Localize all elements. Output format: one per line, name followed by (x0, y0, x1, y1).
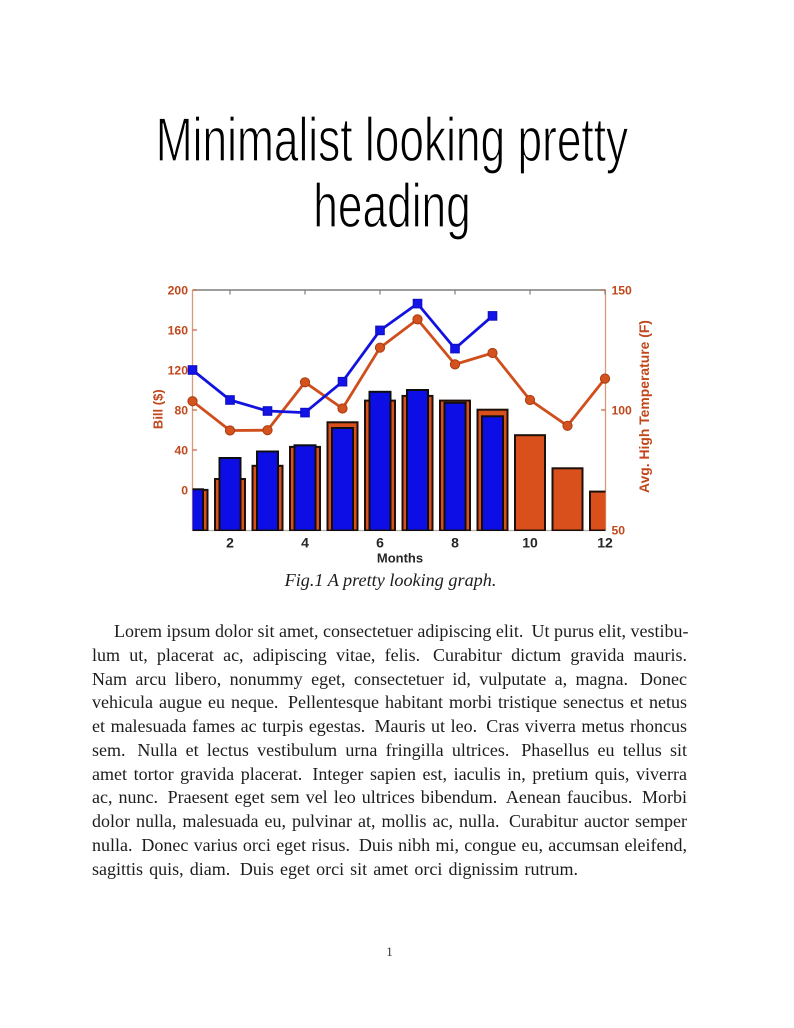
svg-text:0: 0 (181, 483, 188, 497)
svg-text:50: 50 (612, 523, 626, 537)
svg-text:Bill ($): Bill ($) (151, 389, 166, 429)
svg-text:2: 2 (226, 535, 234, 551)
svg-text:4: 4 (301, 535, 309, 551)
svg-text:Months: Months (377, 551, 423, 566)
svg-text:6: 6 (376, 535, 384, 551)
svg-text:Avg. High Temperature (F): Avg. High Temperature (F) (636, 320, 652, 493)
svg-text:100: 100 (612, 403, 633, 417)
svg-text:8: 8 (451, 535, 459, 551)
svg-text:40: 40 (174, 443, 188, 457)
svg-text:160: 160 (168, 323, 189, 337)
svg-text:150: 150 (612, 283, 633, 297)
svg-text:120: 120 (168, 363, 189, 377)
svg-text:10: 10 (522, 535, 538, 551)
svg-text:80: 80 (174, 403, 188, 417)
svg-text:200: 200 (168, 283, 189, 297)
svg-text:12: 12 (597, 535, 613, 551)
